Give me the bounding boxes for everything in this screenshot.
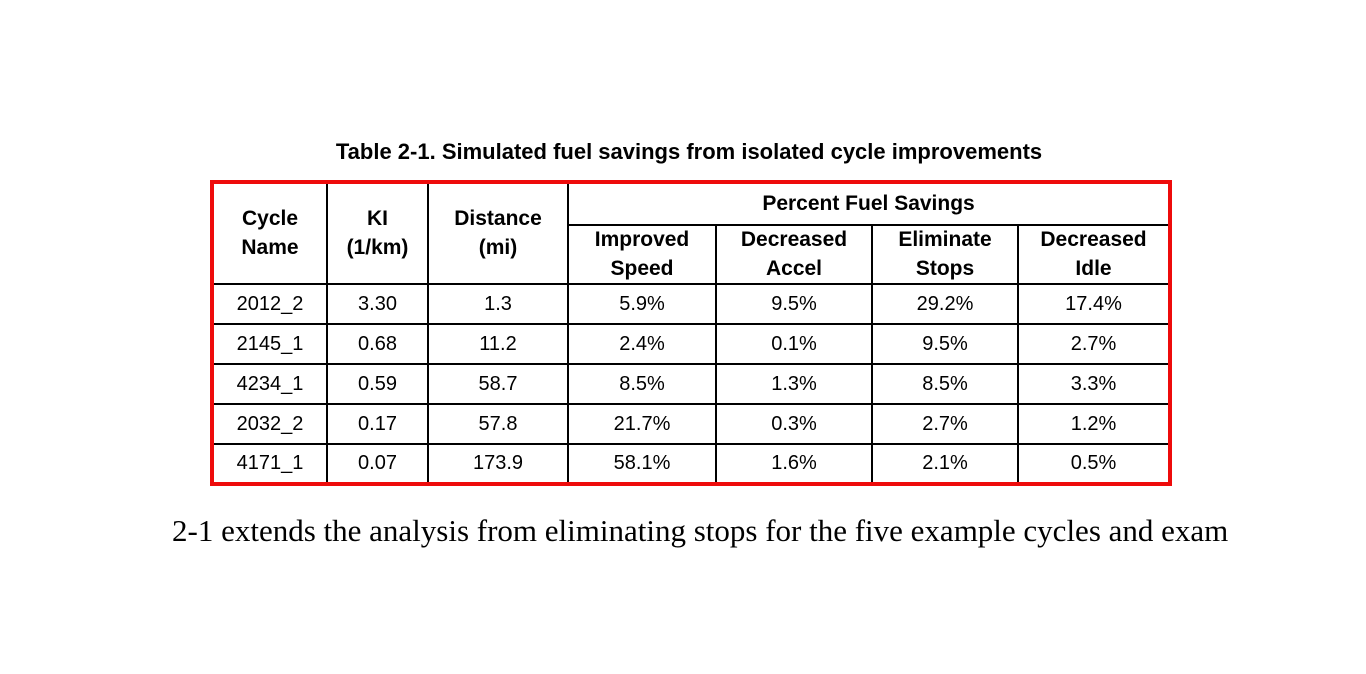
cell-decreased-idle: 2.7%	[1016, 323, 1172, 365]
table-row: 2012_2 3.30 1.3 5.9% 9.5% 29.2% 17.4%	[211, 283, 1172, 325]
cell-decreased-idle: 3.3%	[1016, 363, 1172, 405]
table-row: 2032_2 0.17 57.8 21.7% 0.3% 2.7% 1.2%	[211, 403, 1172, 445]
cell-distance: 11.2	[427, 323, 569, 365]
column-header-improved-speed: Improved Speed	[567, 224, 717, 285]
cell-cycle-name: 2012_2	[211, 283, 328, 325]
column-header-cycle-name: Cycle Name	[211, 181, 328, 285]
table-row: 4171_1 0.07 173.9 58.1% 1.6% 2.1% 0.5%	[211, 443, 1172, 485]
header-line: Decreased	[1040, 228, 1147, 252]
cell-eliminate-stops: 29.2%	[871, 283, 1019, 325]
cell-cycle-name: 2032_2	[211, 403, 328, 445]
cell-improved-speed: 21.7%	[567, 403, 717, 445]
cell-decreased-accel: 1.6%	[715, 443, 873, 485]
cell-decreased-accel: 1.3%	[715, 363, 873, 405]
cell-decreased-idle: 0.5%	[1016, 443, 1172, 485]
header-line: Speed	[610, 256, 674, 280]
cell-ki: 3.30	[326, 283, 429, 325]
header-line: Eliminate	[898, 228, 992, 252]
header-row-sub: Improved Speed Decreased Accel Eliminate…	[212, 224, 1172, 285]
cell-improved-speed: 8.5%	[567, 363, 717, 405]
cell-improved-speed: 2.4%	[567, 323, 717, 365]
header-line: Idle	[1075, 256, 1112, 280]
cell-improved-speed: 5.9%	[567, 283, 717, 325]
cell-decreased-accel: 9.5%	[715, 283, 873, 325]
cell-cycle-name: 4171_1	[211, 443, 328, 485]
fuel-savings-table: Cycle Name KI (1/km) Distance (mi) Perce…	[210, 180, 1173, 486]
cell-decreased-idle: 1.2%	[1016, 403, 1172, 445]
cell-decreased-accel: 0.3%	[715, 403, 873, 445]
header-line: Cycle	[241, 207, 299, 231]
table-body: 2012_2 3.30 1.3 5.9% 9.5% 29.2% 17.4% 21…	[211, 283, 1172, 485]
cell-improved-speed: 58.1%	[567, 443, 717, 485]
table-caption: Table 2-1. Simulated fuel savings from i…	[335, 139, 1043, 164]
cell-decreased-accel: 0.1%	[715, 323, 873, 365]
table-header: Cycle Name KI (1/km) Distance (mi) Perce…	[211, 181, 1172, 285]
column-header-decreased-idle: Decreased Idle	[1016, 224, 1172, 285]
cell-ki: 0.17	[326, 403, 429, 445]
column-header-eliminate-stops: Eliminate Stops	[871, 224, 1019, 285]
cell-cycle-name: 2145_1	[211, 323, 328, 365]
cell-eliminate-stops: 2.1%	[871, 443, 1019, 485]
header-line: Accel	[765, 256, 823, 280]
cell-distance: 58.7	[427, 363, 569, 405]
header-line: Stops	[915, 256, 975, 280]
body-paragraph: 2-1 extends the analysis from eliminatin…	[172, 513, 1229, 548]
group-header-percent-fuel-savings: Percent Fuel Savings	[566, 181, 1172, 226]
header-line: Improved	[594, 228, 690, 252]
column-header-distance: Distance (mi)	[427, 181, 569, 285]
cell-distance: 173.9	[427, 443, 569, 485]
table-row: 4234_1 0.59 58.7 8.5% 1.3% 8.5% 3.3%	[211, 363, 1172, 405]
header-line: Decreased	[740, 228, 848, 252]
cell-eliminate-stops: 9.5%	[871, 323, 1019, 365]
column-header-ki: KI (1/km)	[326, 181, 429, 285]
cell-eliminate-stops: 2.7%	[871, 403, 1019, 445]
cell-ki: 0.68	[326, 323, 429, 365]
header-row-top: Cycle Name KI (1/km) Distance (mi) Perce…	[211, 181, 1172, 285]
column-header-decreased-accel: Decreased Accel	[715, 224, 873, 285]
cell-cycle-name: 4234_1	[211, 363, 328, 405]
cell-distance: 57.8	[427, 403, 569, 445]
cell-ki: 0.07	[326, 443, 429, 485]
header-line: (mi)	[478, 235, 518, 259]
cell-distance: 1.3	[427, 283, 569, 325]
header-line: (1/km)	[346, 235, 409, 259]
cell-ki: 0.59	[326, 363, 429, 405]
table-row: 2145_1 0.68 11.2 2.4% 0.1% 9.5% 2.7%	[211, 323, 1172, 365]
header-line: KI	[367, 207, 388, 231]
cell-eliminate-stops: 8.5%	[871, 363, 1019, 405]
cell-decreased-idle: 17.4%	[1016, 283, 1172, 325]
header-line: Name	[241, 235, 299, 259]
header-line: Distance	[454, 207, 542, 231]
